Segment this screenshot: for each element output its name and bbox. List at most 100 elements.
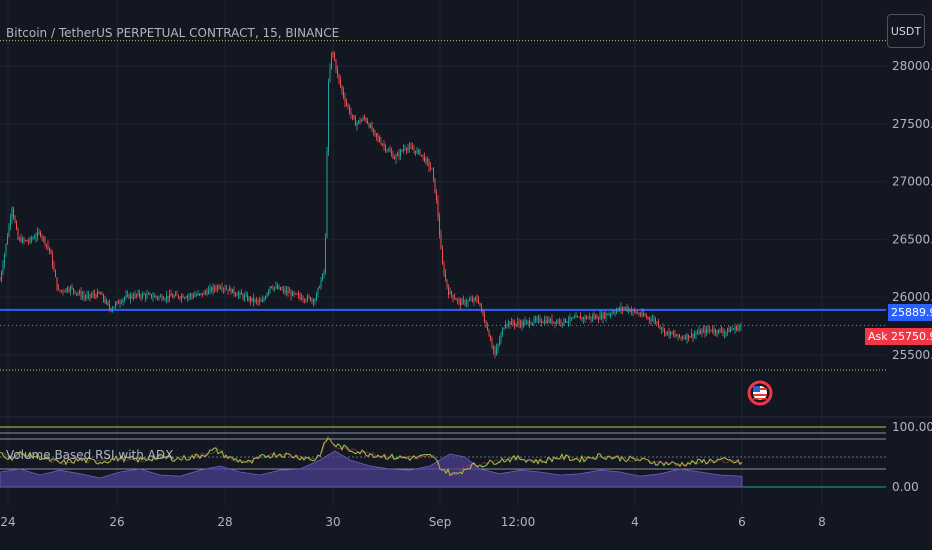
- candle-body: [160, 296, 161, 298]
- candle-body: [415, 150, 416, 154]
- candle-body: [281, 289, 283, 291]
- candle-body: [703, 329, 704, 332]
- time-tick-label: 12:00: [501, 515, 536, 529]
- candle-body: [269, 286, 271, 291]
- candle-body: [518, 322, 520, 324]
- candle-body: [1, 272, 2, 280]
- candle-body: [575, 316, 577, 318]
- time-axis: 24 26 28 30 Sep 12:00 4 6 8: [0, 515, 825, 529]
- us-flag-event-icon[interactable]: [747, 380, 773, 406]
- candle-body: [725, 331, 727, 333]
- candle-body: [367, 121, 368, 124]
- time-tick-label: 6: [738, 515, 746, 529]
- time-tick-label: 4: [631, 515, 639, 529]
- candle-body: [178, 295, 179, 298]
- candle-body: [712, 330, 713, 332]
- candle-body: [124, 297, 125, 300]
- candle-body: [574, 317, 575, 319]
- candle-body: [154, 296, 155, 298]
- candle-body: [290, 292, 292, 296]
- candle-body: [329, 68, 331, 82]
- candle-body: [238, 293, 239, 296]
- candle-body: [152, 297, 154, 298]
- candle-body: [314, 300, 316, 302]
- candle-body: [409, 146, 410, 149]
- candle-body: [508, 322, 509, 325]
- price-tick-label: 25500.0: [892, 348, 932, 362]
- candle-body: [731, 329, 733, 331]
- candle-body: [311, 299, 313, 301]
- candle-body: [350, 112, 352, 115]
- candle-body: [403, 149, 404, 151]
- candle-body: [53, 265, 55, 271]
- candle-body: [388, 150, 389, 152]
- candle-body: [470, 299, 472, 301]
- candle-body: [61, 290, 62, 292]
- candle-body: [502, 329, 503, 335]
- candle-body: [307, 296, 308, 300]
- candle-body: [692, 333, 694, 337]
- candle-body: [449, 291, 451, 295]
- candle-body: [577, 316, 578, 318]
- candle-body: [361, 120, 362, 122]
- candle-body: [697, 333, 698, 335]
- candle-body: [395, 156, 397, 160]
- candle-body: [628, 309, 629, 311]
- indicator-title[interactable]: Volume Based RSI with ADX: [6, 448, 174, 462]
- candle-body: [643, 312, 644, 316]
- candle-body: [589, 316, 590, 318]
- candle-body: [539, 318, 541, 322]
- candle-body: [668, 331, 670, 336]
- candle-body: [520, 323, 521, 327]
- candle-body: [212, 286, 214, 291]
- candle-body: [610, 313, 611, 315]
- candle-body: [511, 321, 512, 325]
- candle-body: [92, 294, 94, 296]
- candle-body: [239, 292, 241, 294]
- candle-body: [461, 300, 463, 305]
- candle-body: [131, 295, 133, 298]
- candle-body: [584, 316, 586, 319]
- candle-body: [422, 154, 424, 157]
- candle-body: [35, 236, 37, 238]
- candle-body: [287, 290, 289, 294]
- candle-body: [284, 289, 286, 293]
- candle-body: [73, 288, 74, 291]
- candle-body: [26, 240, 28, 242]
- candle-body: [130, 295, 131, 299]
- candle-body: [442, 248, 443, 264]
- candle-body: [682, 337, 683, 339]
- candle-body: [172, 296, 173, 298]
- candle-body: [704, 329, 706, 333]
- candle-body: [179, 297, 181, 299]
- candle-body: [2, 264, 4, 273]
- candle-body: [664, 328, 665, 334]
- candle-body: [521, 321, 523, 327]
- candle-body: [593, 316, 595, 318]
- candle-body: [322, 274, 323, 281]
- candle-body: [13, 208, 14, 217]
- candle-body: [343, 90, 344, 97]
- candle-body: [230, 288, 232, 294]
- candle-body: [356, 122, 358, 126]
- candle-body: [665, 331, 667, 334]
- candle-body: [341, 85, 343, 91]
- candle-body: [332, 52, 334, 54]
- currency-button[interactable]: USDT: [887, 14, 925, 48]
- candle-body: [568, 321, 569, 322]
- candle-body: [20, 238, 22, 243]
- candle-body: [578, 316, 580, 318]
- candle-body: [265, 297, 266, 299]
- candle-body: [608, 313, 610, 315]
- candle-body: [523, 321, 524, 325]
- candle-body: [346, 102, 347, 105]
- symbol-title[interactable]: Bitcoin / TetherUS PERPETUAL CONTRACT, 1…: [6, 26, 340, 40]
- candle-body: [680, 337, 682, 339]
- candle-body: [652, 319, 653, 321]
- candle-body: [503, 327, 505, 330]
- candle-body: [586, 316, 587, 319]
- candle-body: [250, 297, 251, 301]
- candle-body: [404, 148, 406, 150]
- candle-body: [235, 293, 236, 295]
